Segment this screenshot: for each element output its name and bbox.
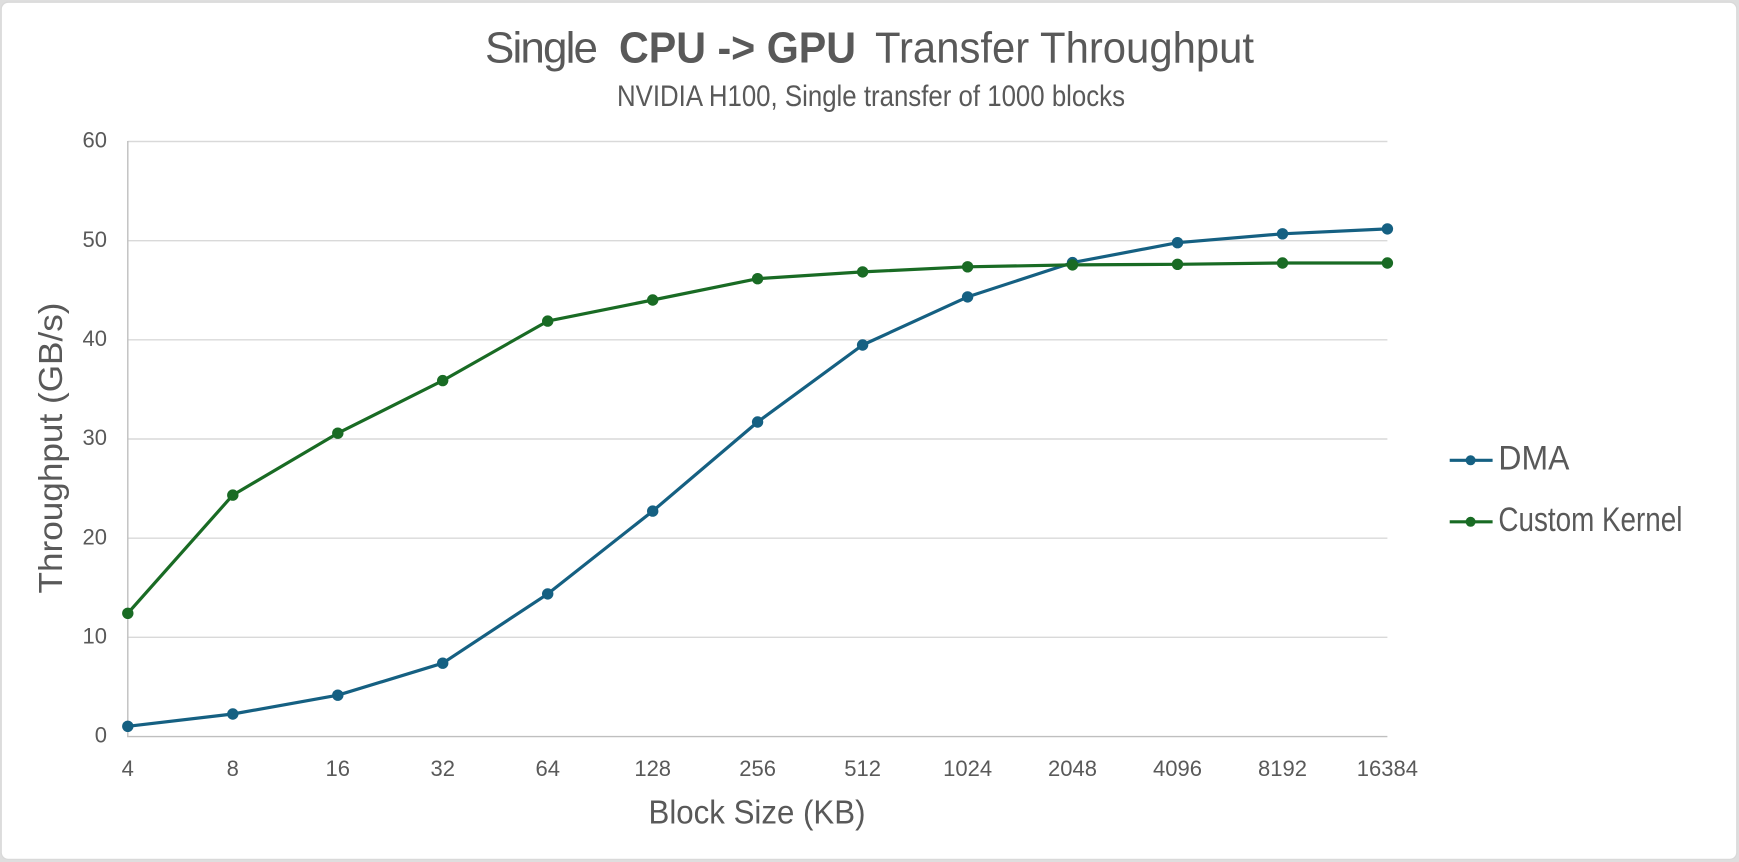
svg-text:8: 8 [227, 756, 239, 781]
svg-text:Custom Kernel: Custom Kernel [1498, 501, 1682, 539]
svg-text:10: 10 [83, 623, 107, 648]
svg-text:Throughput (GB/s): Throughput (GB/s) [32, 303, 69, 594]
svg-text:CPU -> GPU: CPU -> GPU [619, 23, 856, 72]
svg-text:256: 256 [739, 756, 776, 781]
svg-text:16384: 16384 [1357, 756, 1418, 781]
svg-text:40: 40 [83, 326, 107, 351]
svg-text:1024: 1024 [943, 756, 992, 781]
svg-text:Block Size (KB): Block Size (KB) [649, 793, 866, 830]
svg-text:512: 512 [844, 756, 881, 781]
svg-text:4096: 4096 [1153, 756, 1202, 781]
svg-text:0: 0 [95, 723, 107, 748]
svg-text:64: 64 [535, 756, 559, 781]
svg-text:50: 50 [83, 227, 107, 252]
svg-text:8192: 8192 [1258, 756, 1307, 781]
svg-text:Single: Single [485, 23, 598, 72]
svg-text:30: 30 [83, 425, 107, 450]
svg-text:2048: 2048 [1048, 756, 1097, 781]
svg-text:128: 128 [634, 756, 671, 781]
svg-text:4: 4 [122, 756, 134, 781]
svg-text:16: 16 [326, 756, 350, 781]
svg-text:32: 32 [430, 756, 454, 781]
svg-text:DMA: DMA [1498, 440, 1569, 478]
svg-text:Transfer Throughput: Transfer Throughput [875, 23, 1254, 72]
svg-text:60: 60 [83, 128, 107, 153]
svg-text:NVIDIA H100, Single transfer o: NVIDIA H100, Single transfer of 1000 blo… [617, 80, 1125, 113]
svg-text:20: 20 [83, 524, 107, 549]
